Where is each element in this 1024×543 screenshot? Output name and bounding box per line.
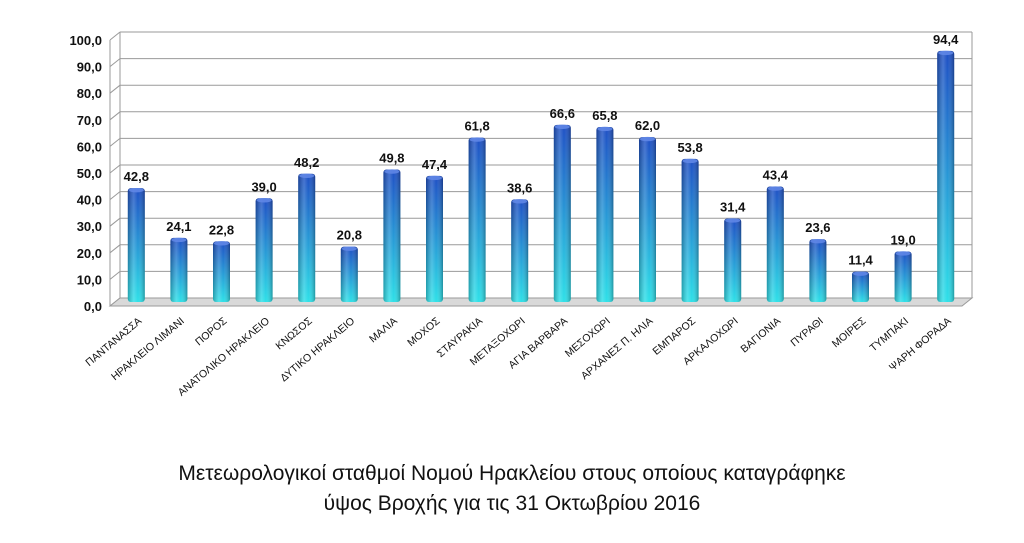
chart-floor [108, 297, 974, 307]
y-tick-label: 90,0 [77, 60, 102, 75]
x-tick-label: ΜΟΧΟΣ [405, 315, 443, 349]
bar [553, 124, 571, 303]
bar [681, 158, 699, 302]
gridline-side [109, 138, 121, 147]
data-label: 19,0 [890, 232, 915, 247]
bar [468, 137, 486, 302]
y-tick-label: 70,0 [77, 113, 102, 128]
bar [809, 239, 827, 302]
bar [383, 169, 401, 302]
data-label: 22,8 [209, 222, 234, 237]
caption-line-2: ύψος Βροχής για τις 31 Οκτωβρίου 2016 [323, 492, 701, 515]
bar [639, 136, 656, 302]
gridline-side [109, 58, 121, 67]
y-tick-label: 60,0 [77, 139, 102, 154]
y-tick-label: 100,0 [69, 33, 102, 48]
data-label: 39,0 [251, 179, 276, 194]
data-label: 43,4 [763, 168, 789, 183]
x-tick-label: ΜΟΙΡΕΣ [830, 315, 869, 350]
gridline-side [109, 111, 121, 121]
gridline-side [109, 244, 121, 254]
bars [127, 50, 955, 303]
data-label: 65,8 [592, 108, 617, 123]
data-label: 66,6 [550, 106, 575, 121]
gridline-side [109, 84, 121, 94]
bar-chart: 0,0 10,0 20,0 30,0 40,0 50,0 60,0 70,0 80,0 90,0 1… [69, 31, 974, 399]
x-tick-label: ΠΟΡΟΣ [193, 315, 230, 349]
data-label: 24,1 [166, 219, 191, 234]
gridline-side [109, 217, 121, 227]
caption-line-1: Μετεωρολογικοί σταθμοί Νομού Ηρακλείου σ… [178, 462, 846, 485]
x-tick-label: ΒΑΓΙΟΝΙΑ [738, 315, 783, 355]
gridline-side [109, 191, 121, 200]
gridline-side [109, 164, 121, 174]
bar [340, 246, 358, 302]
data-label: 11,4 [848, 253, 873, 268]
y-tick-label: 0,0 [84, 299, 102, 314]
x-tick-label: ΤΥΜΠΑΚΙ [868, 315, 911, 354]
y-tick-label: 50,0 [77, 166, 102, 181]
data-label: 42,8 [124, 169, 149, 184]
gridline-side [109, 31, 121, 41]
data-label: 23,6 [805, 220, 830, 235]
data-label: 62,0 [635, 118, 660, 133]
y-tick-label: 10,0 [77, 272, 102, 287]
data-label: 47,4 [422, 157, 448, 172]
bar [298, 173, 316, 302]
y-tick-label: 80,0 [77, 86, 102, 101]
bar [766, 186, 784, 302]
x-tick-label: ΠΥΡΑΘΙ [788, 315, 825, 349]
data-label: 38,6 [507, 180, 532, 195]
y-tick-label: 40,0 [77, 193, 102, 208]
gridlines [109, 31, 972, 307]
bar [511, 199, 529, 302]
bar [213, 241, 230, 302]
bar [255, 198, 273, 302]
axes [108, 32, 974, 307]
gridline-side [109, 271, 121, 280]
bar [170, 237, 188, 302]
bar [426, 175, 443, 302]
data-label: 31,4 [720, 199, 746, 214]
bar [937, 50, 955, 303]
data-label: 53,8 [677, 140, 702, 155]
y-tick-label: 20,0 [77, 246, 102, 261]
x-tick-label: ΗΡΑΚΛΕΙΟ ΛΙΜΑΝΙ [109, 315, 187, 383]
data-labels: 42,8 24,1 22,8 39,0 48,2 20,8 49,8 47,4 61,8 38,6… [124, 32, 959, 268]
x-tick-label: ΔΥΤΙΚΟ ΗΡΑΚΛΕΙΟ [278, 315, 357, 384]
data-label: 61,8 [464, 119, 489, 134]
bar [596, 126, 614, 302]
bar [724, 218, 742, 302]
data-label: 20,8 [337, 228, 362, 243]
data-label: 94,4 [933, 32, 959, 47]
x-tick-label: ΜΑΛΙΑ [367, 315, 400, 345]
y-tick-labels: 0,0 10,0 20,0 30,0 40,0 50,0 60,0 70,0 80,0 90,0 1… [69, 33, 102, 314]
x-tick-label: ΚΝΩΣΟΣ [274, 315, 315, 353]
data-label: 48,2 [294, 155, 319, 170]
bar [127, 187, 145, 302]
x-tick-label: ΑΡΧΑΝΕΣ Π. ΗΛΙΑ [579, 315, 656, 382]
bar [894, 251, 912, 302]
bar [852, 271, 869, 302]
data-label: 49,8 [379, 151, 404, 166]
y-tick-label: 30,0 [77, 219, 102, 234]
